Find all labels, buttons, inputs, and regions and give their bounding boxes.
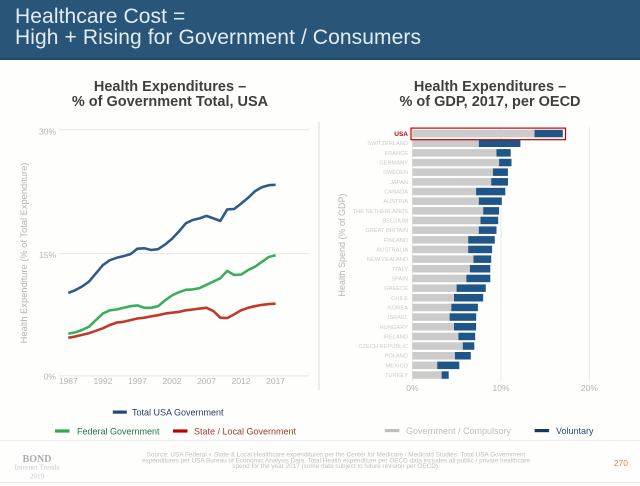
svg-text:SWEDEN: SWEDEN	[383, 170, 408, 176]
svg-text:2012: 2012	[232, 376, 251, 386]
svg-text:Federal Government: Federal Government	[77, 426, 160, 436]
svg-text:10%: 10%	[492, 383, 509, 393]
svg-text:Total USA Government: Total USA Government	[132, 408, 224, 418]
svg-text:FRANCE: FRANCE	[385, 151, 409, 157]
svg-text:Internet Trends: Internet Trends	[15, 463, 60, 472]
svg-text:Health Expenditure (% of Total: Health Expenditure (% of Total Expenditu…	[19, 163, 29, 344]
svg-text:CZECH REPUBLIC: CZECH REPUBLIC	[358, 344, 408, 350]
svg-text:GERMANY: GERMANY	[379, 161, 408, 167]
svg-text:2007: 2007	[197, 376, 216, 386]
svg-text:1992: 1992	[93, 376, 112, 386]
svg-text:AUSTRALIA: AUSTRALIA	[376, 248, 408, 254]
svg-text:GREAT BRITAIN: GREAT BRITAIN	[365, 228, 408, 234]
svg-text:AUSTRIA: AUSTRIA	[383, 199, 408, 205]
svg-text:BOND: BOND	[23, 454, 52, 465]
svg-text:Voluntary: Voluntary	[556, 426, 594, 436]
svg-text:GREECE: GREECE	[384, 286, 408, 292]
svg-text:ISRAEL: ISRAEL	[388, 315, 408, 321]
svg-text:SWITZERLAND: SWITZERLAND	[367, 141, 408, 147]
svg-text:1997: 1997	[128, 376, 147, 386]
svg-text:SPAIN: SPAIN	[391, 277, 408, 283]
svg-text:0%: 0%	[406, 383, 419, 393]
svg-text:15%: 15%	[39, 250, 56, 260]
svg-text:POLAND: POLAND	[385, 354, 408, 360]
svg-text:USA: USA	[394, 131, 408, 138]
svg-text:expenditures per USA Bureau of: expenditures per USA Bureau of Economic …	[142, 457, 530, 464]
svg-text:CANADA: CANADA	[384, 190, 408, 196]
svg-text:20%: 20%	[581, 383, 598, 393]
svg-text:CHILE: CHILE	[391, 296, 408, 302]
svg-text:FINLAND: FINLAND	[384, 238, 408, 244]
svg-text:KOREA: KOREA	[388, 305, 408, 311]
svg-text:Source: USA Federal + State &: Source: USA Federal + State & Local Heal…	[147, 452, 526, 459]
svg-text:ITALY: ITALY	[393, 267, 408, 273]
svg-text:2019: 2019	[30, 473, 45, 481]
svg-text:2017: 2017	[266, 376, 285, 386]
svg-text:1987: 1987	[59, 376, 78, 386]
svg-text:0%: 0%	[44, 371, 57, 381]
svg-text:JAPAN: JAPAN	[390, 180, 408, 186]
svg-text:State / Local Government: State / Local Government	[194, 426, 297, 436]
svg-text:BELGIUM: BELGIUM	[382, 219, 408, 225]
svg-text:TURKEY: TURKEY	[385, 373, 408, 379]
svg-text:30%: 30%	[39, 126, 56, 136]
svg-text:NEW ZEALAND: NEW ZEALAND	[367, 257, 408, 263]
svg-text:MEXICO: MEXICO	[386, 363, 409, 369]
svg-text:Government / Compulsory: Government / Compulsory	[406, 426, 512, 436]
svg-text:THE NETHERLANDS: THE NETHERLANDS	[353, 209, 409, 215]
svg-text:270: 270	[614, 458, 628, 468]
svg-text:Health Spend (% of GDP): Health Spend (% of GDP)	[337, 193, 347, 296]
svg-text:IRELAND: IRELAND	[383, 334, 408, 340]
svg-text:2002: 2002	[163, 376, 182, 386]
svg-text:HUNGARY: HUNGARY	[380, 325, 409, 331]
svg-text:spend for the year 2017 (some: spend for the year 2017 (some data subje…	[232, 463, 440, 470]
